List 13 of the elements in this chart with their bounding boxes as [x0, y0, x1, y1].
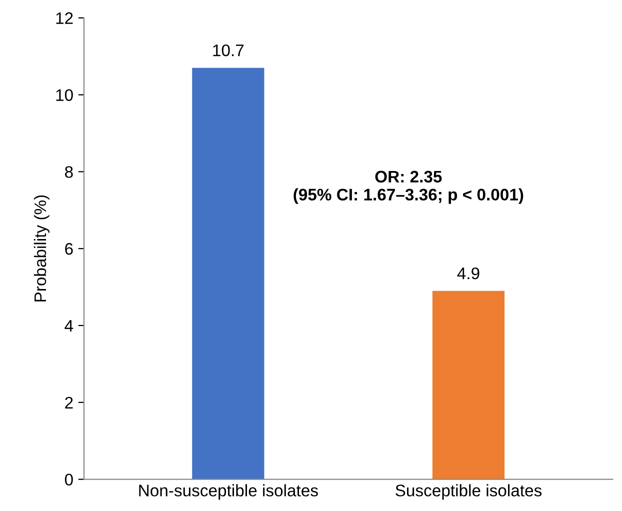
y-tick-label: 8: [65, 166, 73, 178]
y-tick-label: 10: [56, 89, 73, 101]
x-tick-label: Non-susceptible isolates: [139, 484, 318, 500]
y-tick-label: 2: [65, 396, 73, 408]
y-axis-title: Probability (%): [34, 195, 50, 302]
y-tick-label: 6: [65, 243, 73, 255]
y-tick-label: 12: [56, 12, 73, 24]
data-label: 4.9: [457, 267, 480, 280]
y-tick-label: 0: [64, 474, 73, 486]
annotation: OR: 2.35 (95% CI: 1.67–3.36; p < 0.001): [294, 170, 524, 204]
x-tick-label: Susceptible isolates: [396, 484, 542, 500]
data-label: 10.7: [213, 44, 244, 56]
y-tick-label: 4: [64, 320, 74, 332]
